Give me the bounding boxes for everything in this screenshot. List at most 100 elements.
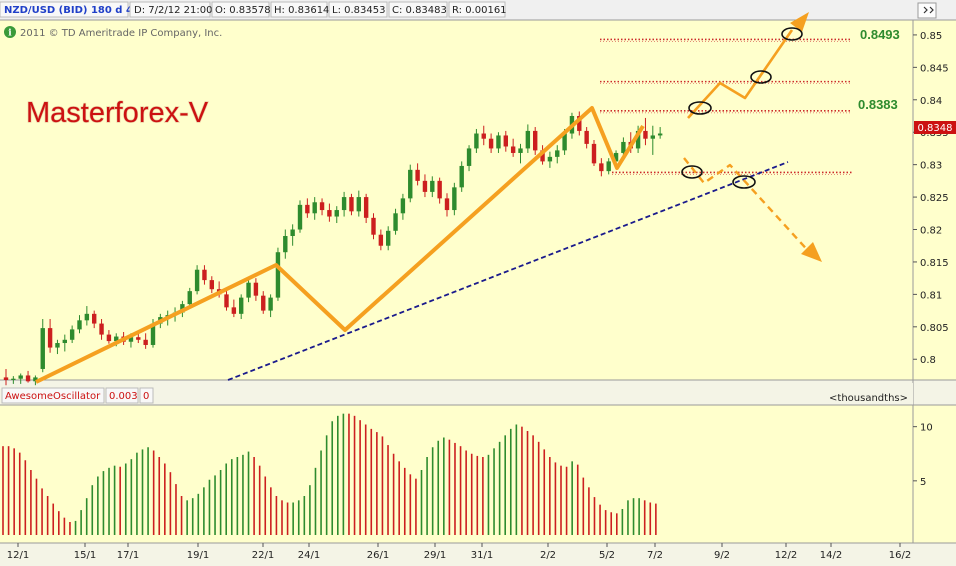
scroll-arrows-icon[interactable] bbox=[917, 2, 937, 19]
high-readout: H: 0.83614 bbox=[274, 5, 329, 16]
candle-bull bbox=[341, 197, 347, 211]
candle-bull bbox=[525, 130, 531, 149]
candle-bear bbox=[202, 269, 207, 281]
candle-bear bbox=[540, 150, 545, 162]
trend-drawings bbox=[35, 12, 822, 384]
breakout-marker[interactable] bbox=[681, 165, 703, 179]
oscillator-units: <thousandths> bbox=[829, 393, 908, 404]
candle-bull bbox=[562, 133, 567, 151]
time-axis-panel bbox=[0, 543, 956, 566]
candle-bull bbox=[128, 337, 134, 342]
watermark-text: Masterforex-V bbox=[26, 97, 209, 129]
open-readout: O: 0.83578 bbox=[215, 5, 271, 16]
candle-bull bbox=[613, 152, 619, 162]
candle-bear bbox=[3, 377, 9, 380]
oscillator-name[interactable]: AwesomeOscillator bbox=[5, 391, 101, 402]
candle-bull bbox=[290, 229, 295, 236]
time-tick-label: 26/1 bbox=[367, 550, 389, 561]
oscillator-zero: 0 bbox=[143, 391, 149, 402]
candle-bull bbox=[466, 148, 472, 166]
time-tick-label: 12/1 bbox=[7, 550, 29, 561]
time-tick-label: 29/1 bbox=[424, 550, 446, 561]
candle-bear bbox=[599, 163, 604, 172]
time-tick-label: 16/2 bbox=[889, 550, 911, 561]
candle-bear bbox=[643, 130, 648, 139]
candle-bull bbox=[114, 336, 119, 342]
candle-bear bbox=[415, 169, 420, 181]
oscillator-header bbox=[0, 383, 913, 405]
candle-bear bbox=[349, 197, 354, 212]
time-axis-ticks: 12/1 15/1 17/1 19/1 22/1 24/1 26/1 29/1 31/1 2/2 5… bbox=[7, 543, 911, 561]
candle-bull bbox=[650, 135, 655, 139]
price-tick-label: 0.815 bbox=[920, 258, 949, 269]
breakout-marker[interactable] bbox=[732, 175, 756, 189]
candle-bear bbox=[47, 328, 53, 348]
breakout-marker[interactable] bbox=[750, 70, 772, 84]
osc-zero-cell bbox=[139, 387, 154, 404]
candle-bear bbox=[422, 180, 428, 192]
copyright-text: 2011 © TD Ameritrade IP Company, Inc. bbox=[20, 28, 222, 39]
candle-bull bbox=[474, 133, 479, 149]
candle-bear bbox=[92, 313, 97, 324]
low-readout: L: 0.83453 bbox=[332, 5, 385, 16]
osc-tick-label: 5 bbox=[920, 477, 926, 488]
candle-bull bbox=[275, 252, 281, 298]
support-trendline[interactable] bbox=[227, 161, 789, 381]
candle-bull bbox=[84, 313, 90, 321]
candle-bull bbox=[239, 297, 244, 314]
candle-bear bbox=[136, 337, 141, 340]
target-label-lower: 0.8383 bbox=[858, 97, 898, 112]
candle-bear bbox=[231, 307, 237, 314]
candle-bull bbox=[606, 161, 611, 172]
candle-bull bbox=[547, 156, 553, 162]
candle-bull bbox=[496, 135, 501, 149]
breakout-marker[interactable] bbox=[688, 101, 712, 115]
breakout-marker[interactable] bbox=[781, 27, 803, 41]
candle-bull bbox=[283, 236, 288, 253]
price-tick-label: 0.8 bbox=[920, 355, 936, 366]
oscillator-axis-ticks: 5 10 bbox=[913, 423, 933, 488]
candle-bull bbox=[393, 213, 398, 231]
candle-bull bbox=[408, 169, 413, 199]
candle-bull bbox=[33, 377, 38, 382]
info-icon[interactable]: i bbox=[4, 26, 16, 39]
bearish-projection[interactable] bbox=[683, 157, 813, 256]
candle-bear bbox=[378, 234, 384, 246]
candle-bull bbox=[312, 202, 317, 214]
svg-text:i: i bbox=[8, 29, 12, 39]
time-tick-label: 9/2 bbox=[714, 550, 730, 561]
target-label-upper: 0.8493 bbox=[860, 27, 900, 42]
time-tick-label: 2/2 bbox=[540, 550, 556, 561]
candle-bull bbox=[18, 375, 23, 379]
price-tick-label: 0.825 bbox=[920, 193, 949, 204]
candle-bear bbox=[99, 323, 104, 335]
zigzag-trend[interactable] bbox=[35, 106, 645, 384]
symbol-label[interactable]: NZD/USD (BID) 180 d 4h bbox=[4, 5, 140, 16]
candle-bear bbox=[327, 210, 332, 217]
oscillator-axis-panel bbox=[913, 405, 956, 543]
time-tick-label: 7/2 bbox=[647, 550, 663, 561]
candle-bear bbox=[319, 202, 325, 211]
candle-bull bbox=[334, 210, 339, 217]
time-tick-label: 17/1 bbox=[117, 550, 139, 561]
osc-value-cell bbox=[105, 387, 139, 404]
close-readout: C: 0.83483 bbox=[392, 5, 447, 16]
candle-bear bbox=[363, 197, 369, 218]
bullish-projection[interactable] bbox=[687, 29, 794, 119]
candle-bull bbox=[555, 150, 560, 157]
range-readout: R: 0.00161 bbox=[452, 5, 507, 16]
time-tick-label: 5/2 bbox=[599, 550, 615, 561]
candle-bull bbox=[386, 230, 391, 246]
candle-bull bbox=[62, 339, 67, 344]
candle-bull bbox=[180, 304, 185, 313]
date-readout: D: 7/2/12 21:00 bbox=[134, 5, 212, 16]
last-price-tag bbox=[914, 121, 956, 134]
candle-bull bbox=[150, 323, 156, 345]
time-tick-label: 24/1 bbox=[298, 550, 320, 561]
last-price-text: 0.8348 bbox=[918, 123, 953, 134]
candle-bull bbox=[55, 343, 60, 348]
time-tick-label: 15/1 bbox=[74, 550, 96, 561]
candle-bear bbox=[305, 204, 310, 214]
candle-bear bbox=[510, 146, 516, 153]
